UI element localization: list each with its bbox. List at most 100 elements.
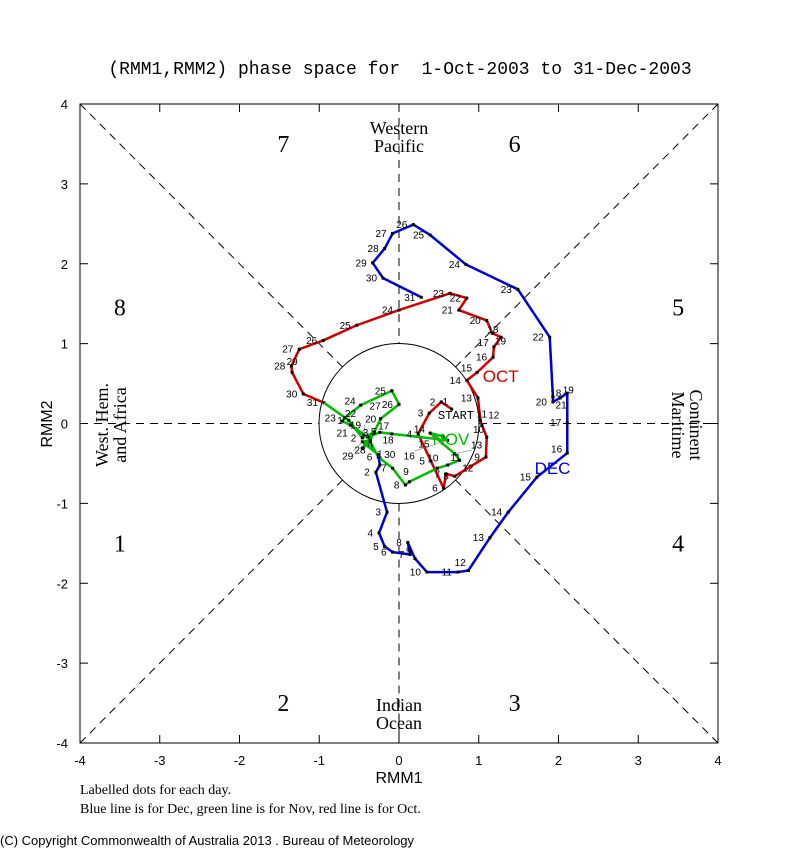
day-label-dec: 14: [491, 508, 503, 519]
day-label-oct: 31: [307, 398, 319, 409]
day-dot: [448, 291, 452, 295]
x-tick-label: 0: [395, 753, 402, 768]
day-dot: [446, 463, 450, 467]
y-tick-label: 1: [61, 337, 68, 352]
day-dot: [372, 430, 376, 434]
day-dot: [390, 389, 394, 393]
day-label-nov: 7: [381, 464, 387, 475]
start-label: START: [438, 409, 474, 423]
day-dot: [491, 355, 495, 359]
day-label-nov: 21: [337, 428, 349, 439]
day-label-dec: 30: [366, 274, 378, 285]
phase-number-5: 5: [672, 296, 684, 322]
day-dot: [565, 391, 569, 395]
day-dot: [397, 402, 401, 406]
day-label-oct: 21: [442, 306, 454, 317]
day-dot: [485, 435, 489, 439]
day-dot: [465, 296, 469, 300]
day-label-oct: 4: [407, 429, 413, 440]
day-label-dec: 7: [399, 550, 405, 561]
day-label-oct: 18: [487, 325, 499, 336]
day-label-dec: 8: [396, 538, 402, 549]
day-label-oct: 5: [419, 457, 425, 468]
day-label-dec: 28: [368, 244, 380, 255]
day-label-dec: 9: [406, 546, 412, 557]
day-label-nov: 1: [337, 416, 343, 427]
chart-title: (RMM1,RMM2) phase space for 1-Oct-2003 t…: [108, 60, 691, 80]
day-label-oct: 23: [433, 289, 445, 300]
unit-circle: [318, 343, 480, 504]
day-dot: [416, 432, 420, 436]
day-label-leader: [414, 439, 448, 452]
day-label-nov: 15: [418, 439, 430, 450]
day-dot: [551, 400, 555, 404]
day-label-oct: 30: [286, 389, 298, 400]
day-label-nov: 8: [394, 481, 400, 492]
day-dot: [442, 486, 446, 490]
day-dot: [379, 417, 383, 421]
x-tick-label: 3: [635, 753, 642, 768]
day-label-dec: 31: [404, 293, 416, 304]
day-dot: [397, 308, 401, 312]
day-dot: [428, 233, 432, 237]
day-label-nov: 9: [403, 467, 409, 478]
day-dot: [301, 392, 305, 396]
day-label-oct: 14: [450, 376, 462, 387]
day-label-oct: 11: [477, 410, 488, 421]
note-line-2: Blue line is for Dec, green line is for …: [80, 802, 421, 817]
day-label-nov: 2: [351, 433, 357, 444]
phase-number-4: 4: [672, 531, 684, 557]
note-line-1: Labelled dots for each day.: [80, 783, 231, 798]
day-dot: [490, 331, 494, 335]
region-right-line2: Continent: [686, 390, 706, 461]
day-label-nov: 18: [382, 436, 394, 447]
day-label-dec: 11: [442, 568, 453, 579]
day-label-nov: 27: [370, 401, 382, 412]
day-label-oct: 8: [443, 472, 449, 483]
day-dot: [385, 510, 389, 514]
region-bottom-line2: Ocean: [376, 713, 422, 733]
day-label-oct: 15: [461, 364, 473, 375]
day-dot: [383, 545, 387, 549]
y-tick-label: -3: [56, 656, 68, 671]
copyright: (C) Copyright Commonwealth of Australia …: [0, 833, 415, 848]
day-dot: [516, 287, 520, 291]
day-dot: [321, 338, 325, 342]
day-label-oct: 24: [382, 306, 394, 317]
day-dot: [476, 396, 480, 400]
day-dot: [343, 416, 347, 420]
day-dot: [378, 430, 382, 434]
day-dot: [435, 466, 439, 470]
day-dot: [413, 556, 417, 560]
day-dot: [475, 370, 479, 374]
x-tick-label: -2: [234, 753, 246, 768]
day-label-leader: [429, 435, 443, 440]
day-dot: [378, 463, 382, 467]
day-dot: [383, 247, 387, 251]
phase-number-3: 3: [509, 691, 521, 717]
day-label-nov: 13: [471, 441, 483, 452]
diagonal-dashed-line: [79, 103, 343, 368]
day-label-dec: 20: [536, 397, 548, 408]
day-dot: [359, 403, 363, 407]
day-dot: [453, 474, 457, 478]
day-label-dec: 29: [356, 258, 368, 269]
y-tick-label: -2: [56, 576, 68, 591]
day-dot: [425, 570, 429, 574]
day-dot: [427, 411, 431, 415]
day-dot: [374, 470, 378, 474]
day-label-leader: [353, 441, 363, 452]
day-dot: [407, 480, 411, 484]
day-dot: [466, 568, 470, 572]
day-label-dec: 15: [520, 473, 532, 484]
day-label-oct: 17: [478, 338, 490, 349]
x-tick-label: -4: [74, 753, 86, 768]
day-dot: [408, 552, 412, 556]
region-top-line2: Pacific: [374, 136, 424, 156]
day-dot: [377, 531, 381, 535]
day-dot: [355, 323, 359, 327]
day-dot: [290, 370, 294, 374]
day-dot: [419, 295, 423, 299]
day-label-dec: 21: [556, 400, 568, 411]
